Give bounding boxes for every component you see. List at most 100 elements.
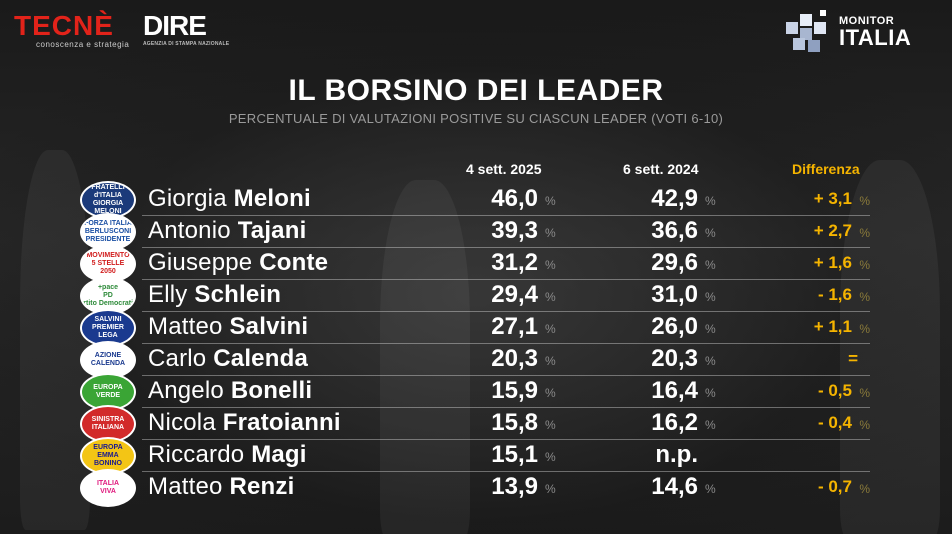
party-logo-text: PREMIER [92, 324, 124, 331]
value-2025: 46,0 [491, 185, 538, 212]
leader-name: Giuseppe Conte [148, 249, 328, 277]
percent-sign: % [545, 258, 556, 272]
percent-sign: % [859, 322, 870, 336]
table-row: FRATELLI d'ITALIA GIORGIA MELONI Giorgia Mel… [80, 181, 870, 219]
leader-name: Antonio Tajani [148, 217, 306, 245]
percent-sign: % [705, 258, 716, 272]
value-2025: 15,9 [491, 377, 538, 404]
leader-last-name: Fratoianni [222, 409, 341, 436]
value-2025: 27,1 [491, 313, 538, 340]
table-row: FORZA ITALIA BERLUSCONI PRESIDENTE Antonio … [80, 213, 870, 251]
percent-sign: % [545, 194, 556, 208]
leader-name: Nicola Fratoianni [148, 409, 341, 437]
percent-sign: % [545, 386, 556, 400]
value-2024: 36,6 [651, 217, 698, 244]
percent-sign: % [545, 482, 556, 496]
table-row: EUROPA EMMA BONINO Riccardo Magi 15,1% n.p. [80, 437, 870, 475]
party-logo-text: ITALIA [96, 480, 120, 487]
party-logo: FRATELLI d'ITALIA GIORGIA MELONI [80, 181, 136, 219]
chart-subtitle: PERCENTUALE DI VALUTAZIONI POSITIVE SU C… [228, 111, 724, 126]
party-logo-text: FORZA ITALIA [84, 220, 132, 227]
party-logo: FORZA ITALIA BERLUSCONI PRESIDENTE [80, 213, 136, 251]
difference-value: - 1,6 [817, 285, 852, 304]
value-2025: 15,8 [491, 409, 538, 436]
value-2024: n.p. [655, 441, 698, 468]
italia-label: ITALIA [839, 25, 912, 50]
row-divider [142, 279, 870, 280]
percent-sign: % [705, 418, 716, 432]
dire-tagline: AGENZIA DI STAMPA NAZIONALE [143, 41, 230, 47]
leader-last-name: Renzi [229, 473, 295, 500]
percent-sign: % [545, 226, 556, 240]
leader-first-name: Elly [148, 281, 188, 308]
column-header-2024: 6 sett. 2024 [623, 161, 699, 177]
party-logo-text: SALVINI [94, 316, 122, 323]
row-divider [142, 375, 870, 376]
party-logo: +pacePDPartito Democratico [80, 277, 136, 315]
party-logo-text: PD [103, 292, 113, 299]
value-2025: 20,3 [491, 345, 538, 372]
percent-sign: % [705, 354, 716, 368]
difference-value: - 0,5 [817, 381, 852, 400]
leader-name: Matteo Renzi [148, 473, 294, 501]
party-logo-text: EUROPA [93, 384, 123, 391]
percent-sign: % [705, 290, 716, 304]
leader-last-name: Conte [259, 249, 329, 276]
difference-value: + 3,1 [813, 189, 852, 208]
value-2024: 16,4 [651, 377, 698, 404]
table-row: MOVIMENTO 5 STELLE 2050 Giuseppe Conte 31,2%… [80, 245, 870, 283]
party-logo-text: GIORGIA [92, 200, 124, 207]
percent-sign: % [545, 354, 556, 368]
bg-silhouette [840, 160, 940, 534]
percent-sign: % [545, 418, 556, 432]
percent-sign: % [859, 258, 870, 272]
leader-last-name: Schlein [194, 281, 282, 308]
value-2025: 15,1 [491, 441, 538, 468]
value-2024: 29,6 [651, 249, 698, 276]
value-2025: 13,9 [491, 473, 538, 500]
table-row: AZIONE CALENDA Carlo Calenda 20,3% 20,3% = [80, 341, 870, 379]
party-logo-text: VIVA [100, 488, 116, 495]
party-logo-text: 2050 [100, 268, 116, 275]
difference-value: - 0,7 [817, 477, 852, 496]
value-2024: 20,3 [651, 345, 698, 372]
leader-last-name: Bonelli [230, 377, 313, 404]
table-row: SALVINI PREMIER LEGA Matteo Salvini 27,1% 26,… [80, 309, 870, 347]
party-logo-text: 5 STELLE [91, 260, 125, 267]
leader-name: Giorgia Meloni [148, 185, 311, 213]
party-logo-text: SINISTRA [91, 416, 125, 423]
value-2024: 31,0 [651, 281, 698, 308]
dire-logo: DIRE AGENZIA DI STAMPA NAZIONALE [143, 10, 229, 47]
party-logo-text: CALENDA [90, 360, 126, 367]
percent-sign: % [859, 290, 870, 304]
table-row: EUROPA VERDE Angelo Bonelli 15,9% 16,4% - 0,5… [80, 373, 870, 411]
party-logo-text: AZIONE [94, 352, 122, 359]
leader-name: Angelo Bonelli [148, 377, 312, 405]
table-row: +pacePDPartito Democratico Elly Schlein 29… [80, 277, 870, 315]
percent-sign: % [859, 482, 870, 496]
monitor-italia-logo: MONITOR ITALIA [784, 6, 934, 56]
leader-first-name: Antonio [148, 217, 231, 244]
row-divider [142, 439, 870, 440]
bg-silhouette [380, 180, 470, 534]
leader-name: Elly Schlein [148, 281, 281, 309]
tecne-logo: TECNÈ conoscenza e strategia [14, 10, 129, 49]
party-logo-text: d'ITALIA [94, 192, 122, 199]
value-2025: 31,2 [491, 249, 538, 276]
difference-value: = [848, 349, 858, 368]
difference-value: + 2,7 [813, 221, 852, 240]
value-2024: 26,0 [651, 313, 698, 340]
percent-sign: % [859, 418, 870, 432]
row-divider [142, 311, 870, 312]
value-2024: 16,2 [651, 409, 698, 436]
party-logo-text: FRATELLI [91, 184, 125, 191]
leader-first-name: Angelo [148, 377, 224, 404]
value-2024: 42,9 [651, 185, 698, 212]
monitor-label: MONITOR [839, 15, 895, 27]
percent-sign: % [705, 482, 716, 496]
value-2025: 29,4 [491, 281, 538, 308]
dire-logo-name: DIRE [143, 10, 207, 41]
party-logo: MOVIMENTO 5 STELLE 2050 [80, 245, 136, 283]
column-header-2025: 4 sett. 2025 [466, 161, 542, 177]
